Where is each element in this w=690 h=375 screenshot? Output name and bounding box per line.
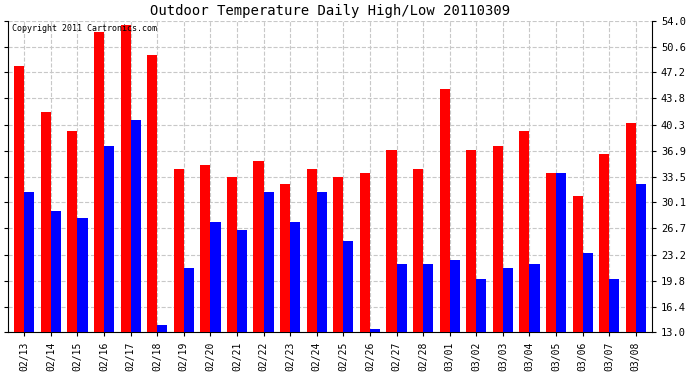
Bar xyxy=(503,268,513,332)
Bar xyxy=(529,264,540,332)
Bar xyxy=(210,222,221,332)
Bar xyxy=(174,169,184,332)
Bar xyxy=(386,150,397,332)
Bar xyxy=(440,89,450,332)
Bar xyxy=(51,211,61,332)
Bar xyxy=(609,279,620,332)
Bar xyxy=(104,146,114,332)
Bar xyxy=(290,222,300,332)
Bar xyxy=(450,260,460,332)
Bar xyxy=(360,173,370,332)
Bar xyxy=(626,123,636,332)
Bar xyxy=(344,241,353,332)
Bar xyxy=(14,66,24,332)
Bar xyxy=(157,325,168,332)
Bar xyxy=(77,218,88,332)
Bar xyxy=(476,279,486,332)
Bar xyxy=(24,192,34,332)
Bar xyxy=(423,264,433,332)
Bar xyxy=(370,328,380,332)
Bar xyxy=(184,268,194,332)
Bar xyxy=(306,169,317,332)
Bar xyxy=(397,264,406,332)
Bar xyxy=(582,253,593,332)
Bar xyxy=(466,150,476,332)
Text: Copyright 2011 Cartronics.com: Copyright 2011 Cartronics.com xyxy=(12,24,157,33)
Bar xyxy=(556,173,566,332)
Bar xyxy=(237,230,247,332)
Bar xyxy=(253,161,264,332)
Bar xyxy=(68,131,77,332)
Bar xyxy=(333,177,344,332)
Bar xyxy=(121,24,130,332)
Bar xyxy=(227,177,237,332)
Bar xyxy=(130,120,141,332)
Bar xyxy=(599,154,609,332)
Bar xyxy=(317,192,327,332)
Bar xyxy=(520,131,529,332)
Bar xyxy=(636,184,646,332)
Title: Outdoor Temperature Daily High/Low 20110309: Outdoor Temperature Daily High/Low 20110… xyxy=(150,4,510,18)
Bar xyxy=(280,184,290,332)
Bar xyxy=(41,112,51,332)
Bar xyxy=(493,146,503,332)
Bar xyxy=(264,192,274,332)
Bar xyxy=(546,173,556,332)
Bar xyxy=(200,165,210,332)
Bar xyxy=(413,169,423,332)
Bar xyxy=(94,32,104,332)
Bar xyxy=(147,55,157,332)
Bar xyxy=(573,196,582,332)
